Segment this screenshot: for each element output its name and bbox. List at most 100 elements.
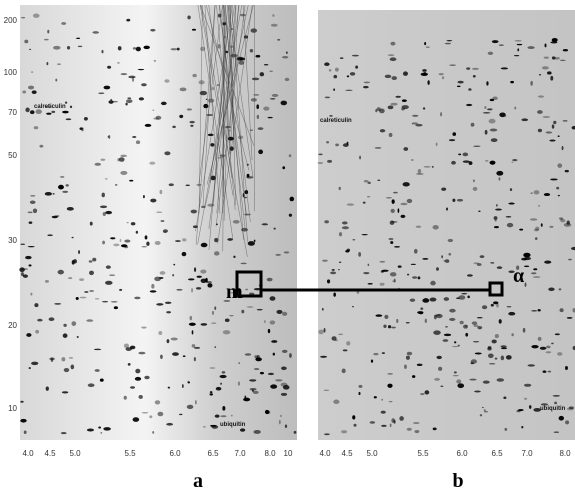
streak	[222, 4, 224, 197]
spot	[253, 288, 262, 291]
spot	[258, 149, 264, 155]
spot	[483, 409, 486, 412]
spot	[445, 326, 448, 328]
y-tick-label: 50	[8, 151, 17, 160]
streak	[195, 4, 233, 232]
spot	[422, 107, 426, 110]
spot	[222, 406, 226, 411]
spot	[404, 364, 407, 369]
spot	[406, 198, 413, 204]
spot	[556, 186, 560, 190]
spot	[224, 125, 232, 129]
spot	[572, 308, 575, 313]
spot	[335, 143, 339, 147]
spot	[322, 259, 328, 262]
spot	[114, 183, 118, 186]
spot	[29, 200, 36, 204]
spot	[159, 271, 166, 275]
spot	[342, 143, 349, 147]
spot	[31, 361, 39, 366]
spot	[205, 277, 208, 283]
spot	[211, 322, 217, 324]
spot	[558, 415, 565, 421]
spot	[128, 75, 136, 79]
spot	[83, 116, 88, 121]
spot	[435, 313, 443, 319]
spot	[349, 72, 356, 76]
spot	[103, 85, 111, 90]
spot	[413, 248, 418, 254]
spot	[20, 418, 27, 423]
spot	[251, 389, 254, 392]
spot	[568, 258, 572, 261]
spot	[531, 272, 537, 275]
spot	[528, 405, 532, 409]
spot	[187, 381, 191, 384]
spot	[132, 417, 140, 422]
spot	[277, 38, 281, 41]
marker-alpha: α	[513, 265, 524, 287]
spot	[523, 252, 531, 258]
spot	[29, 110, 35, 115]
spot	[544, 260, 552, 264]
gel-b	[318, 10, 575, 440]
spot	[416, 172, 424, 175]
spot	[338, 261, 342, 263]
spot	[31, 90, 37, 95]
spot	[341, 221, 348, 225]
spot	[511, 333, 514, 337]
protein-spots	[19, 4, 575, 436]
spot	[387, 54, 395, 57]
spot	[411, 159, 414, 162]
spot	[167, 386, 171, 389]
streak	[206, 4, 254, 185]
spot	[500, 345, 507, 348]
spot	[137, 68, 145, 71]
spot	[201, 205, 206, 209]
spot	[443, 260, 446, 262]
spot	[472, 74, 476, 78]
spot	[267, 328, 271, 334]
spot	[533, 408, 541, 412]
streak	[224, 4, 244, 240]
spot	[127, 363, 131, 366]
spot	[466, 274, 473, 277]
spot	[189, 315, 193, 321]
spot	[339, 57, 344, 60]
spot	[127, 97, 132, 99]
spot	[246, 173, 250, 178]
spot	[420, 307, 424, 310]
spot	[144, 235, 148, 240]
spot	[272, 352, 275, 356]
spot	[388, 237, 394, 241]
spot	[163, 231, 167, 233]
spot	[324, 433, 330, 436]
streak	[229, 4, 237, 144]
spot	[256, 308, 263, 311]
spot	[346, 341, 351, 346]
spot	[490, 303, 494, 307]
x-tick-label: 7.0	[234, 449, 246, 458]
spot	[256, 355, 260, 359]
spot	[160, 354, 163, 360]
spot	[402, 71, 408, 76]
spot	[377, 179, 381, 181]
spot	[391, 221, 398, 223]
spot	[412, 276, 418, 279]
spot	[434, 377, 440, 381]
spot	[521, 425, 524, 429]
spot	[369, 421, 376, 424]
spot	[63, 323, 67, 327]
spot	[149, 415, 153, 419]
spot	[194, 267, 197, 272]
spot	[77, 45, 83, 48]
spot	[220, 415, 227, 418]
spot	[112, 100, 118, 103]
spot	[214, 414, 220, 418]
spot	[79, 127, 83, 131]
spot	[326, 141, 330, 144]
spot	[223, 300, 231, 302]
spot	[30, 292, 33, 296]
spot	[562, 48, 569, 52]
spot	[521, 257, 528, 261]
